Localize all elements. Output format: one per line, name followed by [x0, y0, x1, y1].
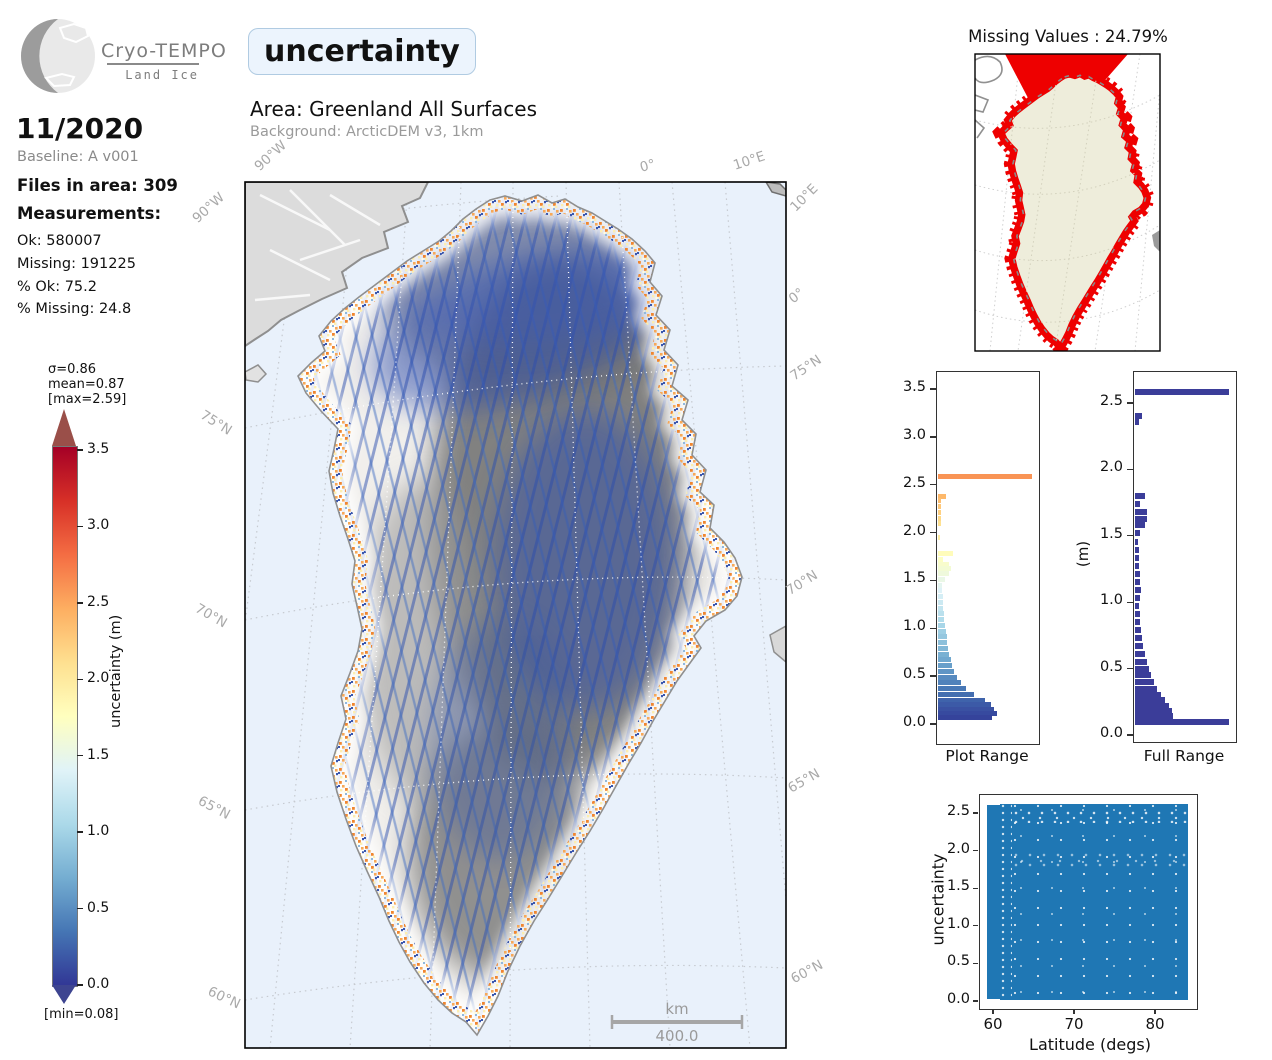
svalbard-islet — [765, 182, 786, 197]
main-map — [244, 181, 787, 1049]
logo-greenland-outline — [58, 22, 90, 44]
scalebar-value: 400.0 — [655, 1027, 699, 1045]
minimap-canada — [975, 55, 1003, 139]
full-range-ylabel: (m) — [1074, 540, 1093, 568]
logo-antarctica-outline — [44, 72, 76, 88]
missing-values-map — [975, 54, 1160, 351]
scatter-gap-band — [1012, 810, 1188, 823]
colorbar-mean: mean=0.87 — [48, 377, 125, 392]
colorbar-gradient — [52, 446, 78, 987]
baseline-label: Baseline: A v001 — [17, 149, 139, 165]
background-label: Background: ArcticDEM v3, 1km — [250, 124, 484, 140]
scatter-mid-column — [1000, 804, 1012, 1000]
colorbar-sigma: σ=0.86 — [48, 362, 97, 377]
iceland-islet — [769, 625, 786, 663]
pct-missing: % Missing: 24.8 — [17, 301, 132, 317]
area-label: Area: Greenland All Surfaces — [250, 97, 537, 121]
plot-range-title: Plot Range — [945, 747, 1029, 765]
logo-divider — [107, 63, 199, 65]
canada-landmass — [245, 182, 786, 663]
colorbar-min: [min=0.08] — [44, 1007, 119, 1022]
pct-ok: % Ok: 75.2 — [17, 279, 97, 295]
measurements-heading: Measurements: — [17, 204, 162, 223]
page-title: uncertainty — [248, 28, 476, 75]
scatter-point-cloud — [1012, 804, 1188, 1000]
minimap-frame — [974, 53, 1161, 352]
plot-range-histogram — [936, 371, 1040, 745]
greenland-data-layer — [298, 195, 742, 1035]
ok-count: Ok: 580007 — [17, 233, 102, 249]
logo-crescent — [21, 19, 58, 93]
logo-title: Cryo-TEMPO — [101, 40, 227, 62]
scatter-gap-band — [1012, 852, 1188, 870]
scalebar — [610, 1015, 744, 1029]
colorbar-max: [max=2.59] — [48, 392, 127, 407]
scatter-sparse-column — [987, 805, 1000, 999]
files-in-area: Files in area: 309 — [17, 176, 178, 195]
scalebar-unit: km — [665, 1000, 689, 1018]
scatter-ylabel: uncertainty — [928, 853, 948, 946]
map-frame — [244, 181, 787, 1049]
missing-count: Missing: 191225 — [17, 256, 136, 272]
logo-subtitle: Land Ice — [125, 68, 199, 82]
missing-values-title: Missing Values : 24.79% — [968, 27, 1168, 46]
full-range-histogram — [1133, 371, 1237, 743]
colorbar-axis-label: uncertainty (m) — [108, 614, 124, 728]
scatter-xlabel: Latitude (degs) — [1029, 1035, 1151, 1054]
cryo-tempo-logo — [21, 19, 95, 93]
date-label: 11/2020 — [16, 112, 144, 145]
full-range-title: Full Range — [1143, 747, 1225, 765]
